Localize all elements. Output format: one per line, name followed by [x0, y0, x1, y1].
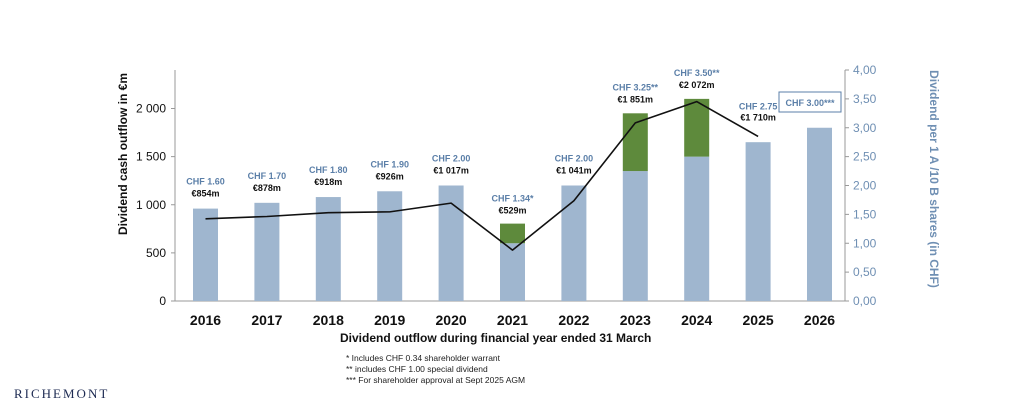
chf-data-label: CHF 1.60	[186, 177, 225, 187]
y2-tick-label: 4,00	[853, 63, 877, 77]
eur-data-label: €1 851m	[618, 94, 654, 104]
x-tick-label: 2023	[620, 312, 651, 328]
x-tick-label: 2019	[374, 312, 405, 328]
x-tick-label: 2024	[681, 312, 712, 328]
footnote-2: ** includes CHF 1.00 special dividend	[346, 364, 488, 374]
bar-base	[315, 197, 341, 301]
y2-tick-label: 3,00	[853, 121, 877, 135]
y2-tick-label: 0,00	[853, 294, 877, 308]
y-tick-label: 0	[159, 294, 166, 308]
footnote-3: *** For shareholder approval at Sept 202…	[346, 375, 526, 385]
x-tick-label: 2018	[313, 312, 344, 328]
bar-base	[254, 202, 280, 301]
bar-base	[500, 243, 525, 301]
eur-data-label: €1 041m	[556, 166, 592, 176]
chf-data-label: CHF 1.90	[370, 159, 409, 169]
chf-data-label: CHF 1.80	[309, 165, 348, 175]
y-tick-label: 1 500	[136, 150, 166, 164]
eur-data-label: €2 072m	[679, 80, 715, 90]
y2-tick-label: 3,50	[853, 92, 877, 106]
x-axis-title: Dividend outflow during financial year e…	[340, 331, 652, 345]
bar-base	[377, 191, 403, 301]
x-tick-label: 2020	[436, 312, 467, 328]
chf-data-label: CHF 3.00***	[785, 98, 835, 108]
outflow-line	[205, 100, 759, 251]
y2-tick-label: 0,50	[853, 265, 877, 279]
chf-data-label: CHF 1.70	[248, 171, 287, 181]
y2-tick-label: 2,50	[853, 150, 877, 164]
x-tick-label: 2021	[497, 312, 528, 328]
bar-special	[622, 113, 648, 172]
y2-axis-title: Dividend per 1 A /10 B shares (in CHF)	[927, 70, 941, 288]
eur-data-label: €1 017m	[433, 166, 469, 176]
eur-data-label: €918m	[314, 177, 342, 187]
richemont-logo: RICHEMONT	[14, 386, 110, 401]
x-tick-label: 2022	[558, 312, 589, 328]
chf-data-label: CHF 2.00	[432, 154, 471, 164]
y-tick-label: 500	[146, 246, 166, 260]
proposal-label-box	[778, 91, 842, 113]
bar-base	[561, 185, 587, 301]
y-tick-label: 1 000	[136, 198, 166, 212]
eur-data-label: €878m	[253, 183, 281, 193]
x-tick-label: 2017	[251, 312, 282, 328]
chf-data-label: CHF 1.34*	[491, 194, 534, 204]
y2-tick-label: 2,00	[853, 179, 877, 193]
y-axis-title: Dividend cash outflow in €m	[116, 72, 130, 235]
eur-data-label: €529m	[498, 206, 526, 216]
bar-base	[745, 142, 771, 301]
bar-special	[684, 98, 710, 157]
bar-base	[622, 171, 648, 301]
eur-data-label: €1 710m	[740, 112, 776, 122]
eur-data-label: €926m	[376, 171, 404, 181]
bar-base	[807, 127, 832, 301]
footnote-1: * Includes CHF 0.34 shareholder warrant	[346, 353, 501, 363]
chf-data-label: CHF 2.00	[555, 154, 594, 164]
chf-data-label: CHF 3.25**	[613, 82, 659, 92]
eur-data-label: €854m	[191, 189, 219, 199]
x-tick-label: 2016	[190, 312, 221, 328]
footnotes: * Includes CHF 0.34 shareholder warrant …	[346, 353, 525, 386]
bar-special	[500, 223, 525, 244]
y2-tick-label: 1,00	[853, 236, 877, 250]
bar-base	[684, 156, 710, 301]
y2-tick-label: 1,50	[853, 207, 877, 221]
x-tick-label: 2025	[743, 312, 774, 328]
bar-base	[193, 208, 218, 301]
chf-data-label: CHF 2.75	[739, 101, 778, 111]
chf-data-label: CHF 3.50**	[674, 68, 720, 78]
y-tick-label: 2 000	[136, 102, 166, 116]
x-tick-label: 2026	[804, 312, 835, 328]
